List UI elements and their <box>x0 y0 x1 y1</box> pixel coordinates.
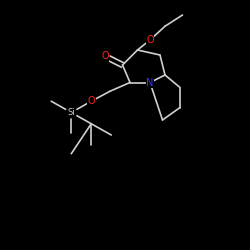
Text: N: N <box>146 78 154 88</box>
Text: O: O <box>146 35 154 45</box>
Text: O: O <box>88 96 95 106</box>
Text: Si: Si <box>68 108 75 117</box>
Text: O: O <box>101 51 109 61</box>
